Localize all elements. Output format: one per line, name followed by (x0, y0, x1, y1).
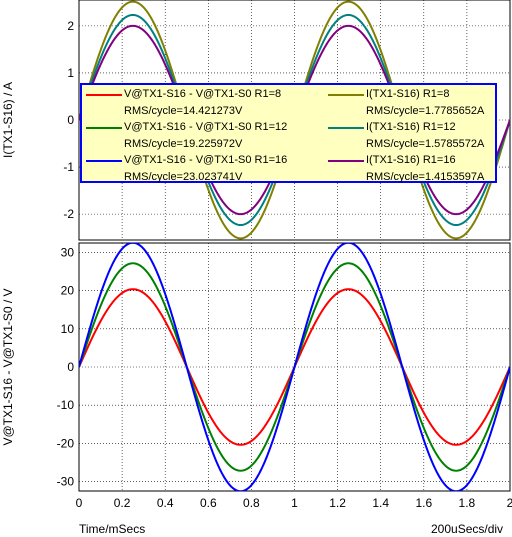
y-tick-label: -1 (63, 160, 74, 174)
x-tick-label: 1.6 (415, 496, 432, 510)
y-tick-label: 30 (61, 246, 75, 260)
x-tick-label: 0 (76, 496, 83, 510)
legend-series-name: I(TX1-S16) R1=8 (366, 88, 450, 100)
x-tick-label: 0.2 (114, 496, 131, 510)
x-tick-label: 0.4 (157, 496, 174, 510)
x-tick-label: 1.8 (459, 496, 476, 510)
y-tick-label: 0 (67, 113, 74, 127)
y-tick-label: 20 (61, 284, 75, 298)
x-tick-label: 0.8 (243, 496, 260, 510)
y-tick-label: 0 (67, 360, 74, 374)
legend-swatch (86, 94, 122, 96)
y-tick-label: 1 (67, 66, 74, 80)
y-axis-label: I(TX1-S16) / A (1, 82, 15, 158)
x-tick-label: 1.4 (372, 496, 389, 510)
legend-series-name: V@TX1-S16 - V@TX1-S0 R1=16 (124, 154, 288, 166)
legend-rms-value: RMS/cycle=23.023741V (124, 171, 243, 183)
legend-rms-value: RMS/cycle=14.421273V (124, 105, 243, 117)
legend-series-name: I(TX1-S16) R1=16 (366, 154, 456, 166)
legend-swatch (328, 94, 364, 96)
legend-swatch (328, 160, 364, 162)
x-tick-label: 1.2 (329, 496, 346, 510)
y-tick-label: -30 (57, 474, 75, 488)
legend-swatch (86, 127, 122, 129)
legend-series-name: I(TX1-S16) R1=12 (366, 121, 456, 133)
y-tick-label: -2 (63, 207, 74, 221)
legend-series-name: V@TX1-S16 - V@TX1-S0 R1=12 (124, 121, 288, 133)
y-tick-label: -20 (57, 436, 75, 450)
y-tick-label: 10 (61, 322, 75, 336)
x-axis-label: Time/mSecs (79, 522, 146, 536)
voltage-panel: -30 -20 -10 0 10 20 30 0 0.2 0.4 0.6 0.8 1 1.2 1.4 1.6 1… (1, 242, 512, 510)
series-line (79, 243, 510, 491)
y-tick-label: 2 (67, 19, 74, 33)
x-tick-label: 1 (291, 496, 298, 510)
legend: V@TX1-S16 - V@TX1-S0 R1=8 RMS/cycle=14.42… (80, 83, 497, 183)
legend-rms-value: RMS/cycle=1.7785652A (366, 105, 485, 117)
legend-rms-value: RMS/cycle=19.225972V (124, 138, 243, 150)
legend-series-name: V@TX1-S16 - V@TX1-S0 R1=8 (124, 88, 282, 100)
y-tick-label: -10 (57, 398, 75, 412)
legend-rms-value: RMS/cycle=1.4153597A (366, 171, 485, 183)
legend-rms-value: RMS/cycle=1.5785572A (366, 138, 485, 150)
legend-swatch (86, 160, 122, 162)
y-axis-label: V@TX1-S16 - V@TX1-S0 / V (1, 288, 15, 445)
x-tick-label: 0.6 (200, 496, 217, 510)
time-scale-label: 200uSecs/div (431, 522, 504, 536)
legend-swatch (328, 127, 364, 129)
x-tick-label: 2 (507, 496, 512, 510)
